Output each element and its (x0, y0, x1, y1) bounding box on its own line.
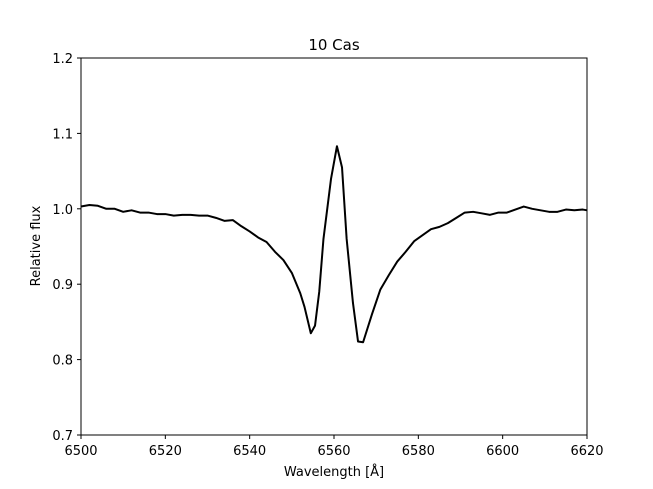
x-tick-label: 6540 (233, 444, 266, 459)
chart-title: 10 Cas (308, 36, 360, 54)
x-axis-label: Wavelength [Å] (284, 464, 384, 480)
x-tick-label: 6520 (149, 444, 182, 459)
y-tick-label: 0.8 (52, 354, 73, 369)
y-tick-label: 0.7 (52, 429, 73, 444)
y-tick-label: 1.2 (52, 52, 73, 67)
plot-frame (80, 57, 588, 436)
x-tick-label: 6600 (486, 444, 519, 459)
x-tick-label: 6620 (570, 444, 603, 459)
data-line (80, 145, 588, 344)
x-tick-label: 6580 (402, 444, 435, 459)
x-tick-label: 6560 (317, 444, 350, 459)
y-tick-label: 0.9 (52, 278, 73, 293)
x-tick-label: 6500 (64, 444, 97, 459)
y-tick-label: 1.0 (52, 203, 73, 218)
y-tick-label: 1.1 (52, 127, 73, 142)
y-axis-label: Relative flux (29, 205, 44, 286)
